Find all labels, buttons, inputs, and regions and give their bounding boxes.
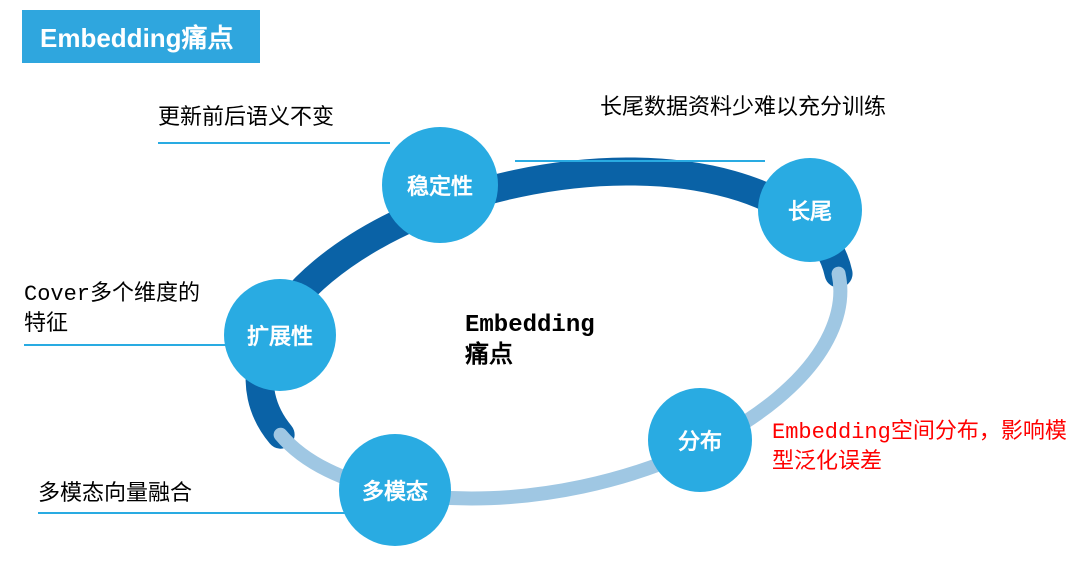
node-label: 多模态 <box>362 474 428 506</box>
annot-distribution: Embedding空间分布，影响模型泛化误差 <box>772 418 1072 477</box>
line-scalability <box>24 344 234 346</box>
node-multimodal: 多模态 <box>339 434 451 546</box>
node-label: 分布 <box>678 424 722 456</box>
page-title: Embedding痛点 <box>22 10 260 63</box>
line-longtail <box>515 160 765 162</box>
line-stability <box>158 142 390 144</box>
node-label: 稳定性 <box>407 169 473 201</box>
center-label-line1: Embedding <box>465 312 595 339</box>
node-scalability: 扩展性 <box>224 279 336 391</box>
node-distribution: 分布 <box>648 388 752 492</box>
annot-stability: 更新前后语义不变 <box>158 102 418 132</box>
node-stability: 稳定性 <box>382 127 498 243</box>
annot-longtail: 长尾数据资料少难以充分训练 <box>600 92 900 122</box>
diagram-stage: Embedding痛点 Embedding 痛点 稳定性 长尾 扩展性 分布 多… <box>0 0 1080 577</box>
annot-scalability: Cover多个维度的特征 <box>24 280 214 339</box>
node-longtail: 长尾 <box>758 158 862 262</box>
center-label: Embedding 痛点 <box>465 310 595 372</box>
line-multimodal <box>38 512 348 514</box>
node-label: 扩展性 <box>247 319 313 351</box>
center-label-line2: 痛点 <box>465 343 513 370</box>
node-label: 长尾 <box>788 194 832 226</box>
annot-multimodal: 多模态向量融合 <box>38 478 228 508</box>
